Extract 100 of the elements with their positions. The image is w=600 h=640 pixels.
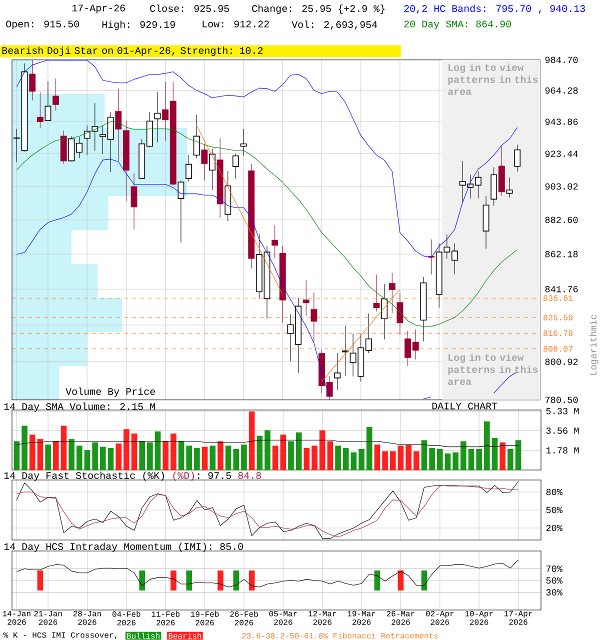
text: 20,2 HC Bands: 795.70 , 940.13 xyxy=(404,4,585,14)
bar xyxy=(116,443,122,470)
line-series xyxy=(16,560,519,588)
bar xyxy=(124,429,130,470)
y-tick-label: 70% xyxy=(546,566,563,572)
y-tick-label: 903.02 xyxy=(545,183,578,190)
x-tick-label: 04-Feb 2026 xyxy=(112,610,140,626)
text: Bullish xyxy=(127,632,160,639)
bar xyxy=(437,449,443,470)
bar xyxy=(100,446,106,470)
candlestick xyxy=(506,177,513,198)
text: High: 929.19 xyxy=(102,20,175,30)
y-tick-label: 984.70 xyxy=(545,56,578,64)
line-series xyxy=(196,125,283,295)
bar xyxy=(272,446,278,470)
x-tick-label: 17-Apr 2026 xyxy=(504,610,532,625)
bar xyxy=(178,441,184,470)
bar xyxy=(312,446,318,470)
bar xyxy=(508,449,514,470)
text: Vol: 2,693,954 xyxy=(292,20,378,30)
bar xyxy=(131,434,138,470)
candlestick xyxy=(373,274,380,312)
chart-title: Bearish Doji Star on 01-Apr-26, Strength: 10.2 xyxy=(2,46,263,56)
y-tick-label: 50% xyxy=(546,577,563,584)
bar xyxy=(484,421,490,470)
candlestick xyxy=(388,272,396,314)
text: DAILY CHART xyxy=(432,402,498,410)
y-tick-label: 5.33 M xyxy=(546,408,579,414)
bar xyxy=(358,449,364,470)
bar xyxy=(319,430,326,470)
x-tick-label: 28-Jan 2026 xyxy=(73,610,101,625)
y-axis-title: Logarithmic xyxy=(590,314,598,375)
candlestick xyxy=(29,60,36,101)
bar xyxy=(500,442,506,470)
series-label: (%K) xyxy=(143,472,164,481)
x-tick-label: 26-Feb 2026 xyxy=(230,610,258,626)
bar xyxy=(288,441,294,470)
y-tick-label: 80% xyxy=(546,488,563,496)
x-tick-label: 10-Apr 2026 xyxy=(465,610,493,625)
candlestick xyxy=(240,128,247,156)
y-tick-label: 882.60 xyxy=(545,216,578,224)
bar xyxy=(186,446,192,470)
x-tick-label: 19-Mar 2026 xyxy=(348,610,376,625)
candlestick xyxy=(209,148,216,190)
candlestick xyxy=(115,88,122,162)
bar xyxy=(14,441,20,470)
bar xyxy=(37,439,44,470)
bar xyxy=(476,449,482,470)
text: 23.6-38.2-50-61.8% Fibonacci Retracements xyxy=(242,632,438,638)
candlestick xyxy=(514,144,521,172)
bar xyxy=(460,441,466,470)
bar xyxy=(194,448,200,470)
text: Open: 915.50 xyxy=(6,20,79,30)
bar xyxy=(296,432,302,470)
annotation: Log in to view patterns in this area xyxy=(448,354,538,385)
text: 17-Apr-26 xyxy=(72,4,125,14)
bar xyxy=(202,446,208,470)
y-tick-label: 964.28 xyxy=(545,87,578,94)
bar xyxy=(233,449,240,470)
y-tick-label: 780.50 xyxy=(545,396,578,404)
text: 20 Day SMA: 864.90 xyxy=(404,20,511,30)
bar xyxy=(468,449,474,470)
ref-line-label: 808.07 xyxy=(543,346,573,352)
x-tick-label: 26-Mar 2026 xyxy=(386,610,414,625)
candlestick xyxy=(342,326,348,376)
bar xyxy=(327,441,334,470)
candlestick xyxy=(36,92,44,128)
bar xyxy=(170,434,176,470)
bar xyxy=(366,426,372,470)
candlestick xyxy=(186,154,192,182)
bar xyxy=(335,446,341,470)
bar xyxy=(515,440,522,470)
text: Change: 25.95 {+2.9 %} xyxy=(252,4,384,14)
bar xyxy=(45,444,51,470)
x-tick-label: 14-Jan 2026 xyxy=(2,610,30,625)
ref-line-label: 816.78 xyxy=(543,330,573,336)
x-tick-label: 19-Feb 2026 xyxy=(190,610,219,626)
y-tick-label: 1.78 M xyxy=(546,447,579,454)
bar xyxy=(52,441,59,470)
bar xyxy=(76,446,82,470)
ref-line-label: 836.61 xyxy=(543,295,573,301)
candlestick xyxy=(201,144,208,181)
bar xyxy=(68,439,74,470)
bar xyxy=(92,442,98,470)
bar xyxy=(444,453,451,470)
candlestick xyxy=(232,153,239,179)
text: Low: 912.22 xyxy=(202,20,269,28)
candlestick xyxy=(178,180,184,243)
bar xyxy=(264,430,270,470)
bar xyxy=(147,442,153,470)
candlestick xyxy=(381,284,388,340)
text: Bearish xyxy=(168,632,202,639)
candlestick xyxy=(302,280,310,316)
bar xyxy=(60,426,67,470)
bar xyxy=(241,444,247,470)
y-tick-label: 862.18 xyxy=(545,250,578,258)
candlestick xyxy=(193,114,200,159)
x-tick-label: 11-Feb 2026 xyxy=(152,610,180,626)
legend-title: % K - HCS IMI Crossover, xyxy=(3,632,116,640)
bar xyxy=(29,434,36,470)
